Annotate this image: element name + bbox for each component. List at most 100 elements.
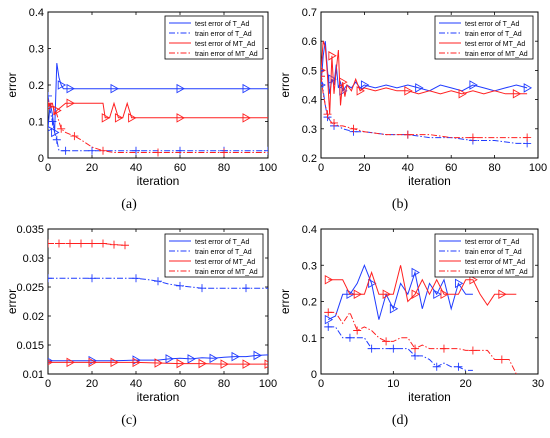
series-line [327,263,473,321]
y-tick-label: 0.025 [16,282,44,294]
legend-label: test error of T_Ad [465,21,519,28]
y-tick-label: 0.7 [302,7,317,19]
data-point-marker [523,83,533,93]
series-line [328,326,473,371]
series-1 [48,91,268,155]
data-point-marker [353,289,363,300]
chart-panel-d: 0 10 20 30 0 0.1 0.2 0.3 0.4 iteration error test e… [278,224,544,404]
data-point-marker [356,86,365,96]
y-axis-label: error [5,289,19,314]
caption-d: (d) [391,413,409,428]
data-point-marker [132,274,140,283]
data-point-marker [328,74,337,84]
data-point-marker [48,99,52,108]
data-point-marker [321,67,326,74]
series-3 [321,72,532,142]
legend-label: test error of MT_Ad [195,41,255,48]
y-axis-label: error [5,72,19,97]
data-point-marker [469,80,478,90]
y-tick-label: 0.4 [302,95,317,107]
y-tick-label: 0.2 [302,297,317,309]
data-point-marker [382,289,392,300]
y-tick-label: 0.2 [29,80,44,92]
x-tick-label: 40 [402,162,414,174]
y-tick-label: 0.3 [29,44,44,56]
legend-label: test error of MT_Ad [195,259,255,266]
data-point-marker [99,146,107,155]
data-point-marker [154,148,162,157]
x-tick-label: 100 [259,378,277,390]
data-point-marker [121,241,129,250]
x-tick-label: 60 [174,378,186,390]
data-point-marker [324,322,333,331]
x-tick-label: 0 [45,162,51,174]
data-point-marker [110,83,119,94]
legend-label: train error of MT_Ad [195,51,258,58]
legend-label: train error of T_Ad [195,249,252,256]
data-point-marker [176,146,184,155]
data-point-marker [415,83,424,93]
y-tick-label: 0 [311,369,317,381]
data-point-marker [512,88,522,99]
data-point-marker [132,357,141,368]
series-3 [48,99,268,157]
data-point-marker [110,357,119,368]
x-tick-label: 40 [130,162,142,174]
data-point-marker [411,267,420,278]
y-tick-label: 0.1 [302,333,317,345]
data-point-marker [154,358,163,368]
x-tick-label: 100 [529,162,547,174]
series-line [48,101,268,119]
data-point-marker [339,77,348,87]
legend-label: train error of MT_Ad [465,269,528,276]
data-point-marker [498,289,507,300]
data-point-marker [55,239,63,248]
data-point-marker [53,105,62,116]
data-point-marker [321,66,325,75]
data-point-marker [66,98,75,109]
data-point-marker [209,353,218,364]
y-tick-label: 0.3 [302,260,317,272]
chart-panel-b: 0 20 40 60 80 100 0.2 0.3 0.4 0.5 0.6 0.7 iteration e… [278,7,547,188]
data-point-marker [440,289,449,300]
legend-label: test error of T_Ad [195,21,249,28]
series-line [328,265,517,306]
data-point-marker [154,277,162,286]
x-tick-label: 30 [532,378,544,390]
legend-label: train error of T_Ad [195,31,252,38]
caption-a: (a) [121,197,137,212]
y-tick-label: 0.6 [302,36,317,48]
data-point-marker [360,80,370,90]
data-point-marker [432,362,441,371]
x-axis-label: iteration [137,174,180,188]
data-point-marker [523,133,532,142]
series-0 [48,63,268,138]
series-2 [48,98,268,123]
series-3 [48,239,129,250]
data-point-marker [48,104,53,110]
data-point-marker [187,354,196,364]
data-point-marker [411,289,420,300]
series-line [48,102,268,153]
data-point-marker [411,351,420,360]
series-line [48,354,268,362]
data-point-marker [66,239,74,248]
y-tick-label: 0.015 [16,340,44,352]
data-point-marker [114,113,124,123]
data-point-marker [324,274,334,285]
y-axis-label: error [278,289,292,314]
data-point-marker [48,125,53,132]
data-point-marker [57,80,67,90]
data-point-marker [323,110,332,119]
data-point-marker [176,83,185,94]
data-point-marker [242,284,250,293]
y-tick-label: 0.2 [302,153,317,165]
data-point-marker [57,124,66,133]
x-tick-label: 0 [318,378,324,390]
data-point-marker [382,337,391,346]
x-axis-label: iteration [137,390,180,404]
